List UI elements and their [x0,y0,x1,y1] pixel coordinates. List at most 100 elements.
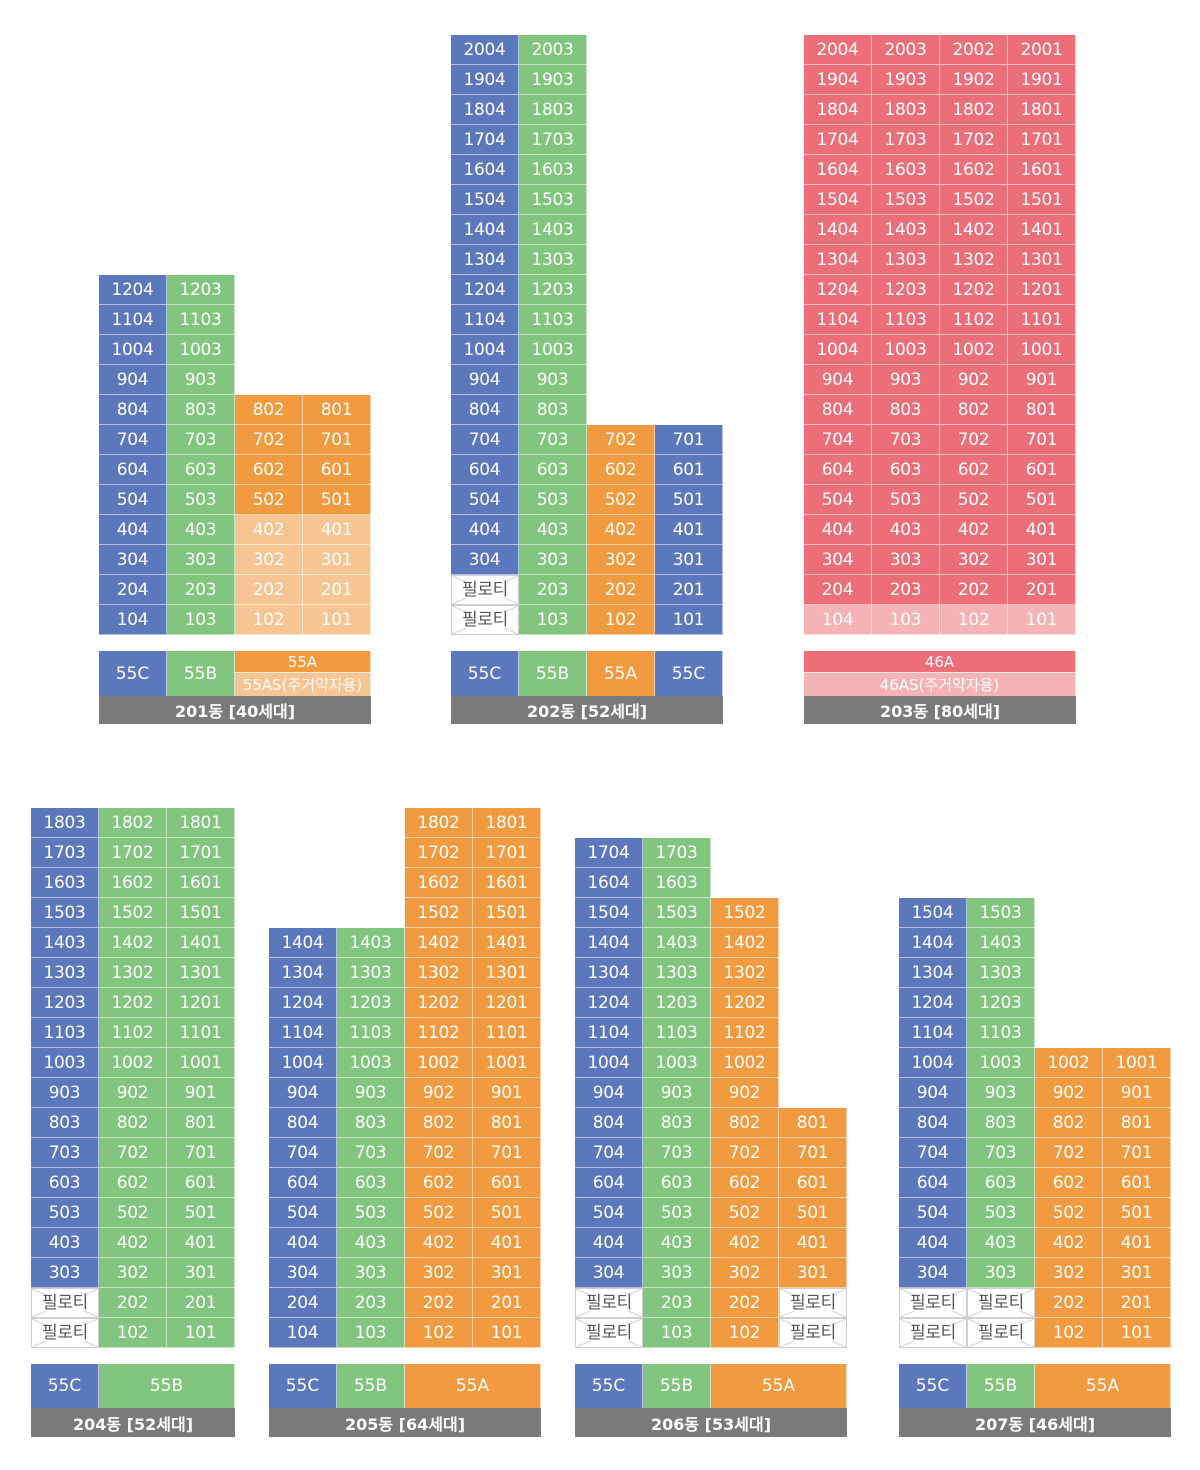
unit-cell: 1602 [940,155,1008,185]
unit-cell: 902 [940,365,1008,395]
legend-type-55B: 55B [519,651,587,696]
unit-cell: 801 [167,1108,235,1138]
unit-cell: 1203 [643,988,711,1018]
legend-type-55C: 55C [451,651,519,696]
unit-cell: 1603 [519,155,587,185]
unit-cell: 101 [1008,605,1076,635]
legend-type-55A: 55A [405,1364,541,1408]
unit-cell: 1604 [451,155,519,185]
unit-cell: 1404 [575,928,643,958]
unit-cell: 1102 [940,305,1008,335]
unit-cell: 403 [167,515,235,545]
unit-cell: 401 [303,515,371,545]
unit-cell: 1304 [804,245,872,275]
unit-cell: 1402 [940,215,1008,245]
unit-cell: 902 [405,1078,473,1108]
unit-cell: 1303 [872,245,940,275]
unit-cell: 202 [940,575,1008,605]
unit-cell: 403 [519,515,587,545]
unit-cell: 1202 [940,275,1008,305]
unit-cell: 1402 [711,928,779,958]
piloti-cell: 필로티 [575,1288,643,1318]
unit-cell: 1301 [473,958,541,988]
piloti-label: 필로티 [584,1323,634,1343]
unit-cell: 603 [872,455,940,485]
unit-cell: 802 [405,1108,473,1138]
legend-type-55B: 55B [337,1364,405,1408]
unit-cell: 803 [967,1108,1035,1138]
unit-cell: 404 [575,1228,643,1258]
unit-cell: 804 [804,395,872,425]
unit-cell: 703 [643,1138,711,1168]
unit-cell: 1003 [643,1048,711,1078]
unit-cell: 201 [167,1288,235,1318]
unit-cell: 602 [99,1168,167,1198]
piloti-cell: 필로티 [451,605,519,635]
unit-cell: 803 [872,395,940,425]
piloti-label: 필로티 [908,1323,958,1343]
unit-cell: 1003 [967,1048,1035,1078]
unit-cell: 503 [519,485,587,515]
unit-cell: 1403 [872,215,940,245]
unit-cell: 204 [804,575,872,605]
unit-cell: 402 [405,1228,473,1258]
unit-cell: 804 [451,395,519,425]
unit-cell: 1802 [940,95,1008,125]
unit-cell: 503 [643,1198,711,1228]
unit-cell: 103 [337,1318,405,1348]
unit-cell: 1703 [519,125,587,155]
unit-cell: 603 [167,455,235,485]
unit-cell: 1204 [899,988,967,1018]
unit-cell: 1104 [575,1018,643,1048]
unit-cell: 103 [167,605,235,635]
unit-cell: 1303 [337,958,405,988]
unit-cell: 102 [940,605,1008,635]
unit-cell: 601 [1008,455,1076,485]
building-title: 205동 [64세대] [269,1408,541,1437]
unit-cell: 903 [643,1078,711,1108]
unit-cell: 201 [1103,1288,1171,1318]
unit-cell: 402 [1035,1228,1103,1258]
unit-cell: 1004 [451,335,519,365]
legend-type-55C: 55C [655,651,723,696]
unit-cell: 1204 [451,275,519,305]
unit-cell: 903 [167,365,235,395]
unit-cell: 1104 [804,305,872,335]
unit-cell: 1004 [269,1048,337,1078]
unit-cell: 501 [1103,1198,1171,1228]
piloti-cell: 필로티 [967,1288,1035,1318]
unit-cell: 701 [779,1138,847,1168]
unit-cell: 1404 [451,215,519,245]
unit-cell: 502 [940,485,1008,515]
unit-cell: 1404 [899,928,967,958]
unit-cell: 1101 [473,1018,541,1048]
unit-cell: 603 [519,455,587,485]
unit-cell: 301 [779,1258,847,1288]
unit-cell: 202 [405,1288,473,1318]
unit-cell: 1302 [940,245,1008,275]
unit-cell: 1804 [451,95,519,125]
unit-cell: 1103 [31,1018,99,1048]
unit-cell: 1302 [711,958,779,988]
unit-cell: 1803 [519,95,587,125]
unit-cell: 1303 [31,958,99,988]
legend-type-55B: 55B [167,651,235,696]
unit-cell: 803 [519,395,587,425]
unit-cell: 101 [167,1318,235,1348]
unit-cell: 301 [1103,1258,1171,1288]
unit-cell: 202 [1035,1288,1103,1318]
unit-cell: 201 [303,575,371,605]
unit-cell: 1402 [99,928,167,958]
unit-cell: 1004 [575,1048,643,1078]
unit-cell: 704 [451,425,519,455]
unit-cell: 701 [473,1138,541,1168]
unit-cell: 1103 [337,1018,405,1048]
unit-cell: 803 [337,1108,405,1138]
unit-cell: 303 [967,1258,1035,1288]
unit-cell: 1603 [872,155,940,185]
legend-type-55B: 55B [99,1364,235,1408]
unit-cell: 301 [655,545,723,575]
legend-type-55A: 55A [711,1364,847,1408]
unit-cell: 904 [804,365,872,395]
